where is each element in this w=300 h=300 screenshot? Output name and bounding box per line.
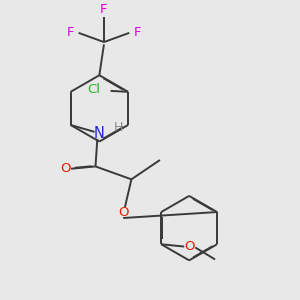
Text: O: O <box>184 240 195 253</box>
Text: O: O <box>60 162 71 175</box>
Text: F: F <box>67 26 74 39</box>
Text: H: H <box>114 121 123 134</box>
Text: F: F <box>100 3 108 16</box>
Text: F: F <box>134 26 141 39</box>
Text: Cl: Cl <box>87 83 100 96</box>
Text: O: O <box>118 206 128 219</box>
Text: N: N <box>94 126 105 141</box>
